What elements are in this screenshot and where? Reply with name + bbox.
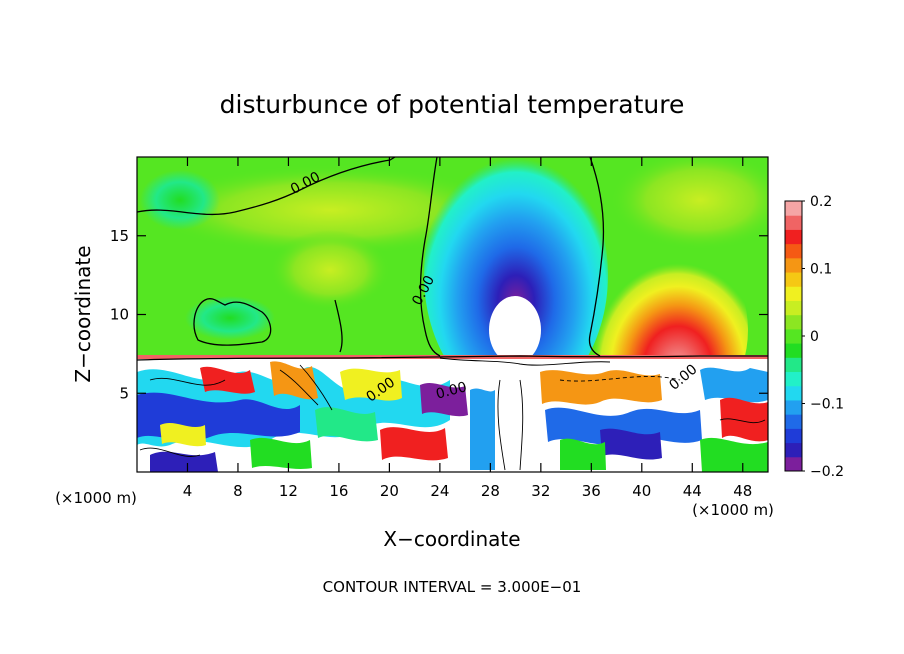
colorbar-swatch <box>785 286 802 301</box>
colorbar-swatch <box>785 272 802 287</box>
colorbar-swatch <box>785 229 802 245</box>
x-tick-label: 8 <box>233 482 243 500</box>
colorbar-swatch <box>785 371 802 387</box>
contour-lines <box>137 157 768 471</box>
colorbar-swatch <box>785 257 802 273</box>
x-tick-label: 40 <box>632 482 651 500</box>
colorbar-tick-label: 0.2 <box>810 194 832 210</box>
colorbar-swatch <box>785 385 802 401</box>
colorbar-swatch <box>785 456 802 472</box>
contour-label: 0.00 <box>434 379 468 403</box>
colorbar-tick-label: −0.2 <box>810 464 844 480</box>
x-axis: 4 8 12 16 20 24 28 32 36 40 44 48 <box>183 157 752 500</box>
y-tick-label: 15 <box>110 227 129 245</box>
contour-interval-note: CONTOUR INTERVAL = 3.000E−01 <box>323 578 582 596</box>
chart-title: disturbunce of potential temperature <box>220 90 685 119</box>
x-axis-label: X−coordinate <box>383 527 520 551</box>
x-axis-unit-right: (×1000 m) <box>692 501 774 519</box>
colorbar-swatch <box>785 215 802 230</box>
boundary-layer <box>137 355 768 472</box>
colorbar-swatch <box>785 328 802 344</box>
y-tick-label: 10 <box>110 306 129 324</box>
colorbar-swatch <box>785 442 802 458</box>
colorbar-tick-label: 0 <box>810 329 819 345</box>
x-tick-label: 44 <box>683 482 702 500</box>
colorbar-swatch <box>785 357 802 373</box>
colorbar-swatch <box>785 343 802 358</box>
colorbar-swatch <box>785 201 802 216</box>
colorbar-swatch <box>785 314 802 330</box>
y-tick-label: 5 <box>119 384 129 402</box>
x-tick-label: 4 <box>183 482 193 500</box>
y-axis: 5 10 15 <box>110 227 768 402</box>
cold-anomaly <box>424 157 608 405</box>
colorbar-swatch <box>785 300 802 316</box>
colorbar-tick-label: 0.1 <box>810 262 832 278</box>
colorbar-swatch <box>785 399 802 415</box>
y-axis-label: Z−coordinate <box>71 245 95 382</box>
upper-field <box>140 157 768 425</box>
x-tick-label: 24 <box>430 482 449 500</box>
colorbar-swatch <box>785 414 802 429</box>
x-tick-label: 32 <box>531 482 550 500</box>
colorbar-swatch <box>785 243 802 259</box>
colorbar-swatch <box>785 428 802 444</box>
x-tick-label: 48 <box>733 482 752 500</box>
colorbar: 0.2 0.1 0 −0.1 −0.2 <box>784 194 844 480</box>
x-tick-label: 16 <box>329 482 348 500</box>
x-axis-unit-left: (×1000 m) <box>55 489 137 507</box>
x-tick-label: 36 <box>582 482 601 500</box>
x-tick-label: 12 <box>279 482 298 500</box>
x-tick-label: 28 <box>481 482 500 500</box>
colorbar-tick-label: −0.1 <box>810 397 844 413</box>
x-tick-label: 20 <box>380 482 399 500</box>
